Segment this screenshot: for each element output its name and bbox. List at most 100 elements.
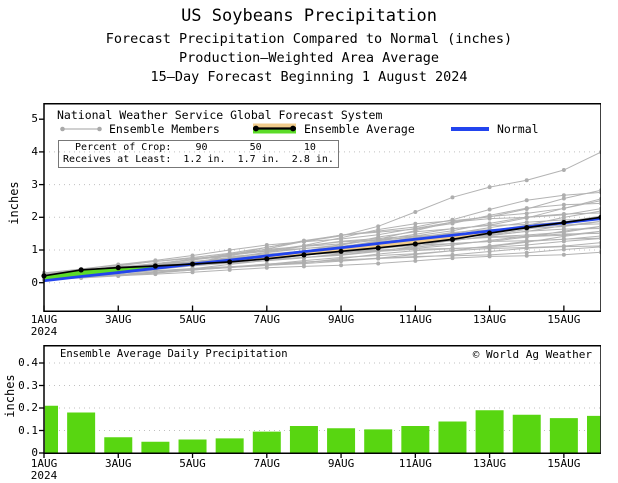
ensemble-member-dot: [487, 239, 492, 244]
ensemble-member-dot: [524, 233, 529, 238]
ensemble-member-dot: [524, 207, 529, 212]
daily-precip-bar: [475, 410, 504, 453]
ensemble-member-dot: [487, 244, 492, 249]
ensemble-average-dot: [375, 245, 381, 251]
percent-of-crop-info-box: Percent of Crop: 90 50 10 Receives at Le…: [58, 140, 339, 168]
ensemble-average-dot: [487, 230, 493, 236]
ensemble-member-dot: [450, 246, 455, 251]
ensemble-member-dot: [524, 250, 529, 255]
avg-vs-normal-band: [44, 269, 82, 281]
ensemble-member-dot: [339, 256, 344, 261]
daily-precip-bar: [44, 405, 58, 453]
ensemble-member-dot: [190, 257, 195, 262]
ensemble-average-band-icon: [250, 121, 299, 136]
ensemble-member-dot: [524, 215, 529, 220]
ensemble-member-dot: [376, 229, 381, 234]
daily-precip-bar: [364, 429, 393, 453]
ensemble-member-dot: [487, 207, 492, 212]
ensemble-member-dot: [413, 209, 418, 214]
bottom-y-tick-label: 0.3: [18, 378, 38, 392]
bottom-x-tick-label: 9AUG: [327, 457, 355, 470]
ensemble-member-line: [43, 230, 601, 280]
ensemble-member-dot: [487, 223, 492, 228]
ensemble-member-dot: [339, 242, 344, 247]
ensemble-member-dot: [227, 265, 232, 270]
top-plot-border: [43, 103, 601, 312]
bottom-x-tick-label: 7AUG: [253, 457, 281, 470]
page-title: US Soybeans Precipitation: [181, 6, 437, 26]
ensemble-member-dot: [450, 252, 455, 257]
legend-ensemble-average-label: Ensemble Average: [304, 122, 415, 136]
ensemble-average-dot: [524, 225, 530, 231]
top-x-tick-label: 13AUG: [473, 313, 507, 326]
ensemble-member-dot: [413, 255, 418, 260]
daily-precip-bar: [549, 418, 578, 453]
daily-precip-bar: [401, 426, 430, 453]
daily-precip-bar: [327, 428, 356, 453]
info-box-text: Percent of Crop: 90 50 10 Receives at Le…: [63, 142, 334, 165]
ensemble-member-dot: [153, 270, 158, 275]
ensemble-member-dot: [413, 251, 418, 256]
ensemble-member-dot: [301, 239, 306, 244]
ensemble-member-dot: [264, 245, 269, 250]
ensemble-member-dot: [524, 240, 529, 245]
ensemble-member-dot: [339, 253, 344, 258]
ensemble-member-dot: [561, 168, 566, 173]
ensemble-member-dot: [561, 244, 566, 249]
ensemble-member-dot: [190, 266, 195, 271]
top-x-tick-label: 5AUG: [179, 313, 206, 326]
ensemble-member-dot: [524, 211, 529, 216]
ensemble-member-line: [43, 208, 601, 275]
ensemble-member-dot: [561, 247, 566, 252]
ensemble-member-dot: [227, 253, 232, 258]
bottom-chart-title: Ensemble Average Daily Precipitation: [60, 348, 288, 360]
ensemble-members-line-icon: [58, 123, 104, 135]
daily-precip-bar: [104, 437, 133, 453]
daily-precip-bar: [289, 426, 318, 453]
ensemble-member-dot: [227, 247, 232, 252]
top-x-tick-label: 15AUG: [547, 313, 581, 326]
daily-precip-bar: [215, 438, 244, 453]
ensemble-member-dot: [561, 233, 566, 238]
bottom-y-tick-label: 0.4: [18, 356, 38, 369]
ensemble-average-dot: [301, 252, 307, 258]
ensemble-member-dot: [301, 246, 306, 251]
ensemble-member-dot: [413, 228, 418, 233]
bottom-y-tick-label: 0: [31, 446, 38, 459]
ensemble-member-dot: [561, 252, 566, 257]
ensemble-member-dot: [561, 230, 566, 235]
ensemble-member-dot: [561, 206, 566, 211]
top-x-tick-label: 7AUG: [253, 313, 281, 326]
top-y-tick-label: 5: [31, 112, 38, 126]
ensemble-member-dot: [376, 261, 381, 266]
ensemble-member-dot: [524, 253, 529, 258]
top-x-axis-year: 2024: [30, 325, 58, 338]
ensemble-average-dot: [264, 256, 270, 262]
copyright-label: © World Ag Weather: [472, 348, 592, 361]
ensemble-member-dot: [561, 193, 566, 198]
ensemble-member-dot: [487, 252, 492, 257]
ensemble-member-dot: [376, 249, 381, 254]
top-x-tick-label: 9AUG: [327, 313, 355, 326]
bottom-x-tick-label: 13AUG: [473, 457, 507, 470]
ensemble-average-dot: [561, 219, 567, 226]
ensemble-member-dot: [487, 185, 492, 190]
top-x-tick-label: 1AUG: [30, 313, 58, 326]
ensemble-member-dot: [376, 237, 381, 242]
top-y-tick-label: 1: [31, 243, 38, 256]
ensemble-average-dot: [115, 265, 121, 271]
top-y-tick-label: 3: [31, 177, 38, 191]
daily-precip-bar: [512, 414, 541, 453]
ensemble-average-dot: [189, 261, 196, 267]
subtitle-comparison: Forecast Precipitation Compared to Norma…: [105, 31, 513, 47]
bottom-x-axis-year: 2024: [30, 469, 58, 482]
bottom-y-axis-title: inches: [3, 374, 17, 418]
subtitle-forecast-period: 15–Day Forecast Beginning 1 August 2024: [150, 69, 468, 85]
ensemble-member-dot: [450, 195, 455, 200]
top-x-tick-label: 3AUG: [105, 313, 132, 326]
daily-precip-bar: [587, 415, 601, 453]
ensemble-member-dot: [376, 224, 381, 229]
ensemble-member-dot: [561, 196, 566, 201]
ensemble-member-dot: [524, 178, 529, 183]
